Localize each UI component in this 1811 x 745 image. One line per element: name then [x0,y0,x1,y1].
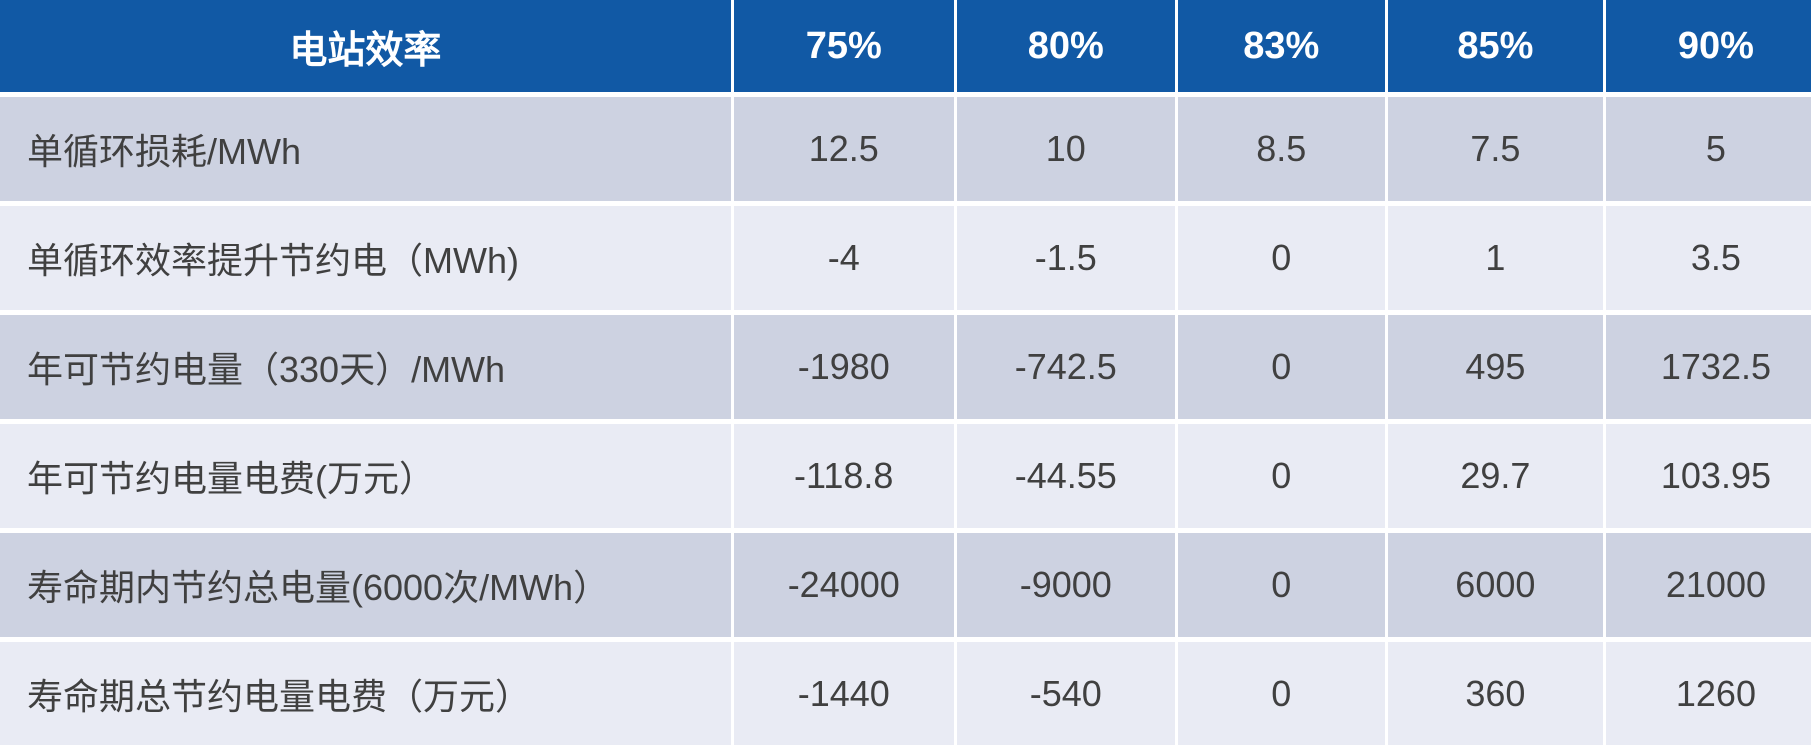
table-header-col-83: 83% [1177,0,1385,92]
row-label: 寿命期内节约总电量(6000次/MWh） [0,533,731,637]
table-cell: 6000 [1387,533,1603,637]
table-cell: 1 [1387,206,1603,310]
table-cell: -9000 [956,533,1175,637]
row-label: 单循环损耗/MWh [0,97,731,201]
table-cell: 495 [1387,315,1603,419]
table-cell: 0 [1177,533,1385,637]
table-cell: 12.5 [733,97,954,201]
table-cell: 1260 [1605,642,1811,745]
table-cell: 29.7 [1387,424,1603,528]
table-cell: 360 [1387,642,1603,745]
table-cell: -540 [956,642,1175,745]
table-cell: -44.55 [956,424,1175,528]
table-cell: -118.8 [733,424,954,528]
table-cell: -1980 [733,315,954,419]
table-cell: 8.5 [1177,97,1385,201]
table-cell: -24000 [733,533,954,637]
table-cell: -742.5 [956,315,1175,419]
table-header-title: 电站效率 [0,0,731,92]
table-cell: -1440 [733,642,954,745]
table-cell: 21000 [1605,533,1811,637]
table-cell: 3.5 [1605,206,1811,310]
table-cell: 0 [1177,642,1385,745]
table-cell: 1732.5 [1605,315,1811,419]
table-cell: 0 [1177,424,1385,528]
row-label: 年可节约电量（330天）/MWh [0,315,731,419]
table-header-col-80: 80% [956,0,1175,92]
table-cell: 7.5 [1387,97,1603,201]
table-cell: -4 [733,206,954,310]
table-header-col-85: 85% [1387,0,1603,92]
table-cell: 103.95 [1605,424,1811,528]
table-cell: 5 [1605,97,1811,201]
table-cell: 0 [1177,315,1385,419]
table-cell: 10 [956,97,1175,201]
row-label: 寿命期总节约电量电费（万元） [0,642,731,745]
table-header-col-75: 75% [733,0,954,92]
row-label: 单循环效率提升节约电（MWh) [0,206,731,310]
row-label: 年可节约电量电费(万元） [0,424,731,528]
table-header-col-90: 90% [1605,0,1811,92]
table-cell: -1.5 [956,206,1175,310]
table-cell: 0 [1177,206,1385,310]
